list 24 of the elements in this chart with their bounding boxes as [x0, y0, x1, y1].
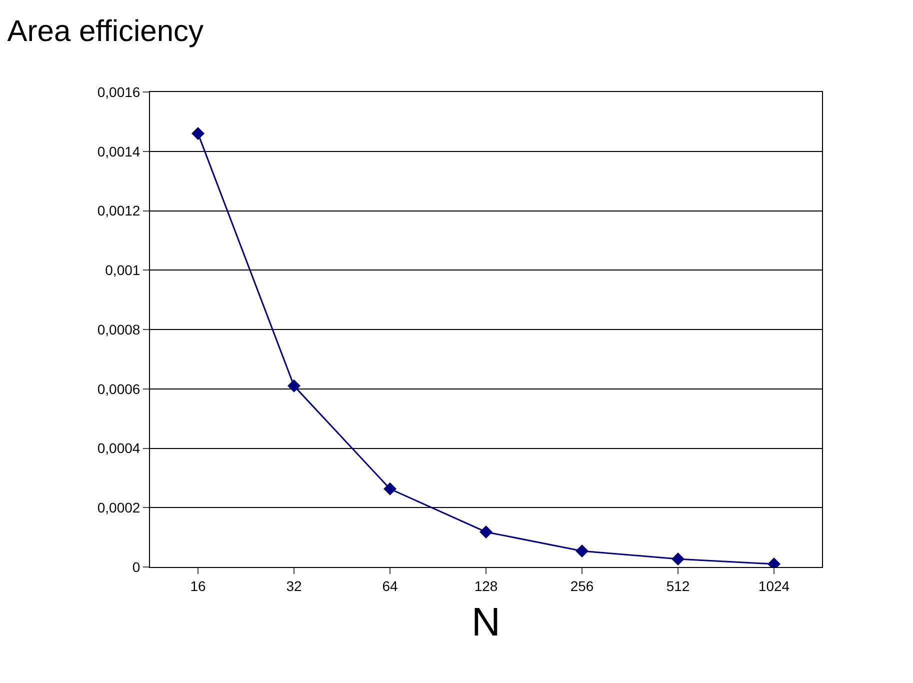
point — [192, 127, 204, 140]
chart-title: Area efficiency — [7, 15, 204, 48]
point — [480, 525, 492, 538]
x-tick-label: 512 — [666, 578, 690, 594]
x-axis-title: N — [472, 600, 500, 644]
y-tick-label: 0,0014 — [97, 143, 140, 160]
x-tick-label: 1024 — [758, 578, 790, 594]
point — [672, 552, 684, 566]
y-tick-label: 0,001 — [105, 262, 140, 278]
x-tick-label: 32 — [286, 578, 302, 594]
y-tick-label: 0,0016 — [97, 84, 140, 100]
y-tick-label: 0,0012 — [97, 202, 140, 219]
y-tick-label: 0,0006 — [97, 380, 140, 397]
x-tick-label: 64 — [382, 578, 398, 594]
point — [576, 544, 588, 558]
x-tick-label: 128 — [474, 578, 498, 594]
y-tick-label: 0,0002 — [97, 500, 140, 516]
point — [384, 482, 396, 496]
x-tick-label: 16 — [190, 578, 206, 594]
y-tick-label: 0,0008 — [97, 321, 140, 338]
y-tick-label: 0,0004 — [97, 440, 140, 456]
x-tick-label: 256 — [570, 578, 594, 594]
point — [288, 379, 300, 392]
y-tick-label: 0 — [132, 558, 140, 575]
